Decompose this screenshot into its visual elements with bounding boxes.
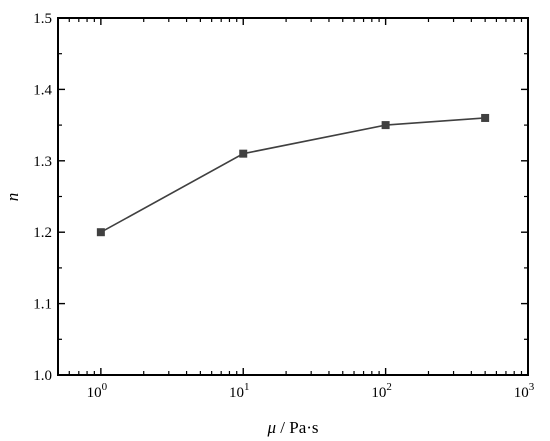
series-markers [96,113,490,237]
x-tick-label: 100 [87,381,108,401]
axis-ticks [57,17,529,376]
y-tick-label: 1.5 [33,11,52,27]
y-tick-label: 1.1 [33,297,52,313]
y-tick-labels: 1.0 1.1 1.2 1.3 1.4 1.5 [33,11,52,384]
series-line [100,117,486,233]
x-tick-labels: 100 101 102 103 [87,381,535,401]
y-tick-label: 1.0 [33,368,52,384]
y-axis-label: n [3,193,22,202]
data-point [381,121,390,130]
plot-frame [57,17,529,376]
y-tick-label: 1.4 [33,82,52,98]
data-point [481,113,490,122]
data-point [239,149,248,158]
x-tick-label: 101 [229,381,250,401]
x-tick-label: 102 [371,381,392,401]
x-axis-label: μ / Pa·s [266,418,318,437]
x-tick-label: 103 [514,381,535,401]
y-tick-label: 1.2 [33,225,52,241]
data-point [96,228,105,237]
y-tick-label: 1.3 [33,154,52,170]
